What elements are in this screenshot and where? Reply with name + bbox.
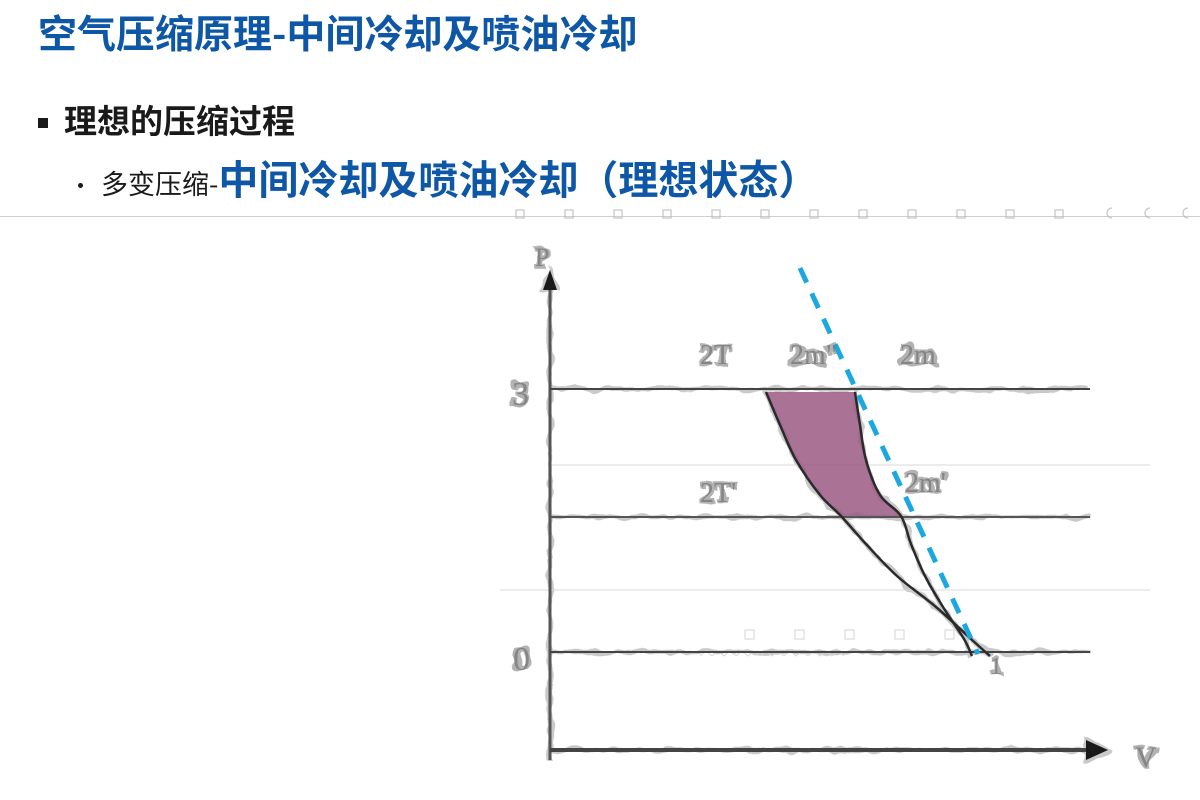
svg-text:V: V xyxy=(1135,741,1157,774)
svg-text:3: 3 xyxy=(512,376,529,413)
svg-text:2T: 2T xyxy=(700,340,731,371)
svg-text:2m": 2m" xyxy=(790,340,837,371)
svg-text:2T': 2T' xyxy=(700,478,736,509)
svg-text:1: 1 xyxy=(990,654,1002,680)
svg-text:2m': 2m' xyxy=(905,468,946,499)
svg-text:P: P xyxy=(535,243,549,272)
svg-text:0: 0 xyxy=(513,641,530,678)
svg-text:2m: 2m xyxy=(900,340,936,371)
